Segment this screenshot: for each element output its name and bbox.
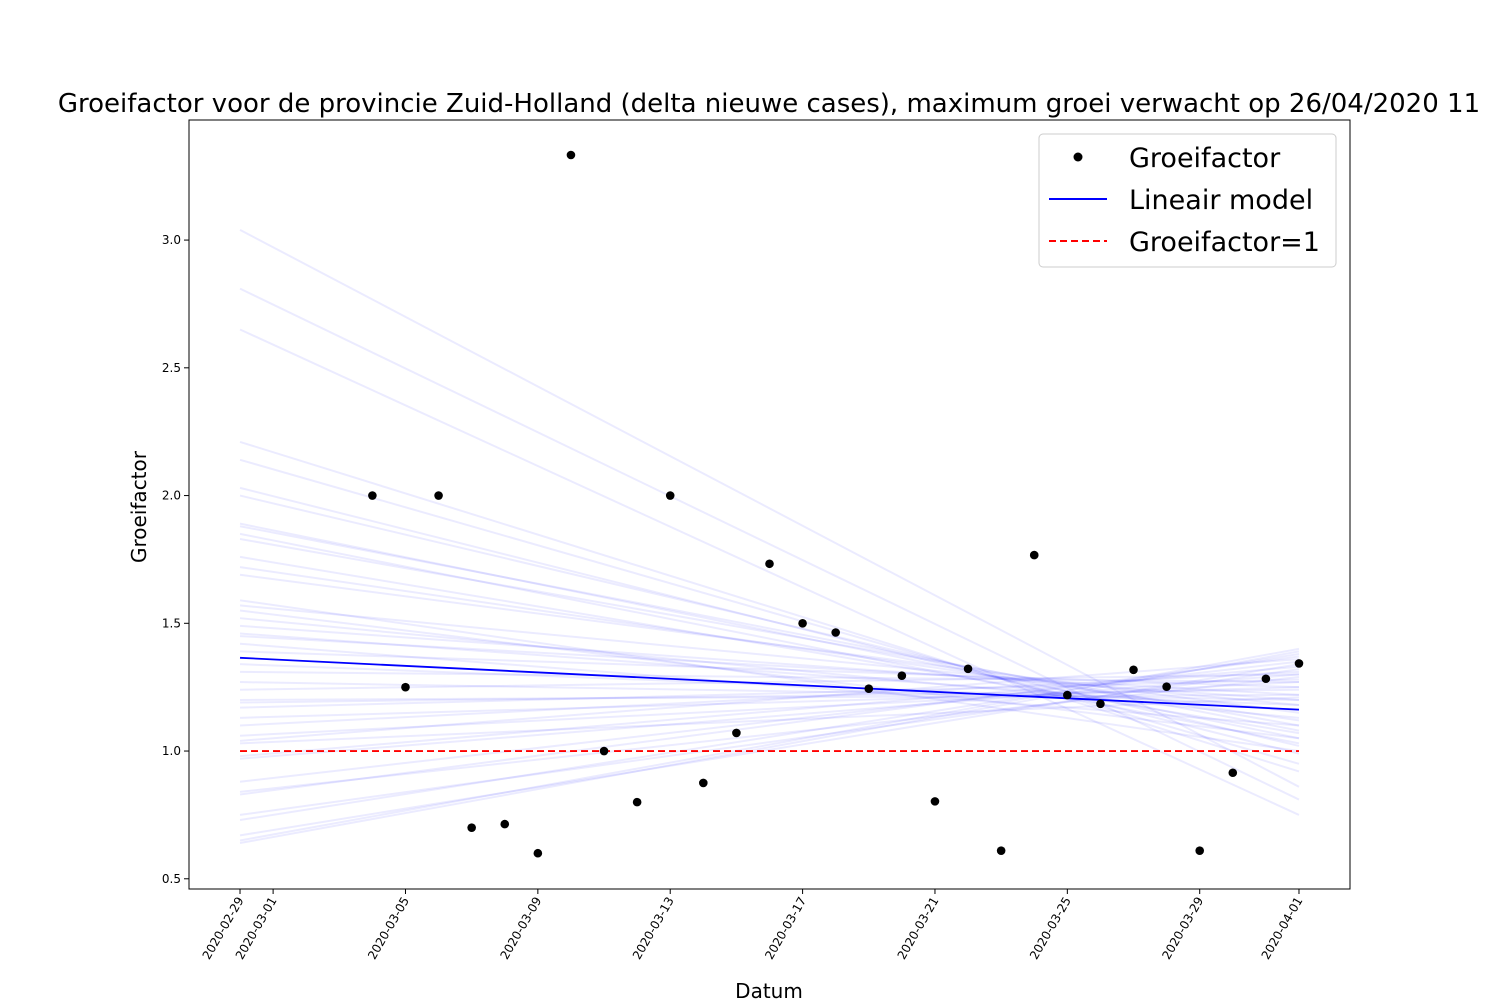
- ensemble-lines: [239, 228, 1300, 844]
- data-point: [1261, 674, 1271, 684]
- ensemble-line: [239, 287, 1300, 801]
- data-point: [897, 671, 907, 680]
- data-point: [467, 823, 476, 832]
- ensemble-line: [239, 675, 1300, 793]
- ensemble-line: [239, 532, 1300, 745]
- ensemble-line: [239, 650, 1300, 844]
- ensemble-line: [239, 538, 1300, 727]
- data-point: [401, 682, 410, 692]
- data-point: [599, 746, 609, 756]
- ensemble-line: [239, 678, 1300, 709]
- plot-frame: [188, 119, 1351, 890]
- x-axis-label: Datum: [735, 979, 803, 1000]
- y-tick-label: 2.0: [162, 489, 181, 503]
- data-point: [500, 819, 510, 829]
- data-point: [1294, 659, 1304, 668]
- data-point: [996, 846, 1006, 855]
- data-point: [798, 618, 807, 628]
- data-point: [1195, 846, 1205, 855]
- ensemble-line: [239, 624, 1300, 701]
- ensemble-line: [239, 440, 1300, 773]
- data-point: [1063, 690, 1072, 700]
- data-point: [963, 664, 973, 674]
- ensemble-line: [239, 652, 1300, 822]
- ensemble-line: [240, 670, 1299, 684]
- ensemble-line: [239, 328, 1300, 816]
- ensemble-line: [239, 494, 1300, 747]
- ensemble-line: [239, 655, 1300, 796]
- data-point: [1162, 682, 1171, 691]
- y-tick-label: 1.0: [162, 744, 181, 758]
- y-tick-label: 3.0: [162, 233, 181, 247]
- ensemble-line: [239, 522, 1300, 740]
- ensemble-line: [239, 650, 1300, 689]
- legend-label-groeifactor: Groeifactor: [1129, 143, 1281, 174]
- ensemble-line: [239, 681, 1300, 737]
- data-points: [368, 150, 1304, 858]
- ensemble-line: [239, 696, 1300, 745]
- ensemble-line: [239, 668, 1300, 816]
- ensemble-line: [239, 632, 1300, 712]
- data-point: [1096, 699, 1105, 709]
- ensemble-line: [239, 458, 1300, 765]
- ensemble-line: [239, 486, 1300, 755]
- ensemble-line: [239, 673, 1300, 760]
- y-tick-label: 2.5: [162, 361, 181, 375]
- ensemble-line: [239, 228, 1300, 788]
- data-point: [368, 491, 377, 500]
- data-point: [1029, 550, 1039, 560]
- data-point: [699, 778, 708, 788]
- ensemble-line: [239, 665, 1300, 758]
- ensemble-line: [239, 525, 1300, 732]
- data-point: [765, 559, 774, 569]
- ensemble-line: [239, 686, 1300, 719]
- data-point: [864, 684, 874, 694]
- data-point: [930, 797, 940, 806]
- legend-label-lineair-model: Lineair model: [1129, 185, 1313, 216]
- chart-title: Groeifactor voor de provincie Zuid-Holla…: [58, 89, 1480, 119]
- data-point: [831, 628, 840, 637]
- y-axis: 0.5 1.0 1.5 2.0 2.5 3.0: [162, 233, 189, 886]
- ensemble-line: [240, 693, 1299, 701]
- data-point: [566, 150, 576, 160]
- lineair-model-line: [239, 656, 1300, 711]
- ensemble-line: [239, 573, 1300, 714]
- model-lines: [239, 656, 1300, 752]
- legend-label-groeifactor-1: Groeifactor=1: [1129, 227, 1320, 258]
- legend: Groeifactor Lineair model Groeifactor=1: [1038, 133, 1337, 268]
- legend-marker-groeifactor: [1073, 152, 1083, 162]
- ensemble-line: [240, 681, 1299, 701]
- data-point: [1228, 768, 1238, 778]
- ensemble-line: [239, 555, 1300, 735]
- data-point: [732, 728, 741, 738]
- y-axis-label: Groeifactor: [127, 450, 151, 563]
- data-point: [665, 491, 675, 500]
- ensemble-line: [239, 609, 1300, 740]
- ensemble-line: [239, 635, 1300, 696]
- y-tick-label: 1.5: [162, 616, 181, 630]
- data-point: [632, 797, 642, 807]
- ensemble-line: [239, 663, 1300, 837]
- ensemble-line: [239, 566, 1300, 722]
- y-tick-label: 0.5: [162, 872, 181, 886]
- data-point: [1129, 665, 1138, 675]
- ensemble-line: [240, 688, 1299, 704]
- ensemble-line: [239, 599, 1300, 753]
- ensemble-line: [240, 673, 1299, 691]
- ensemble-line: [239, 604, 1300, 707]
- ensemble-line: [239, 658, 1300, 742]
- data-point: [434, 491, 443, 500]
- legend-box: [1038, 133, 1337, 268]
- data-point: [533, 848, 543, 858]
- ensemble-line: [239, 670, 1300, 727]
- ensemble-line: [239, 660, 1300, 783]
- ensemble-line: [239, 647, 1300, 842]
